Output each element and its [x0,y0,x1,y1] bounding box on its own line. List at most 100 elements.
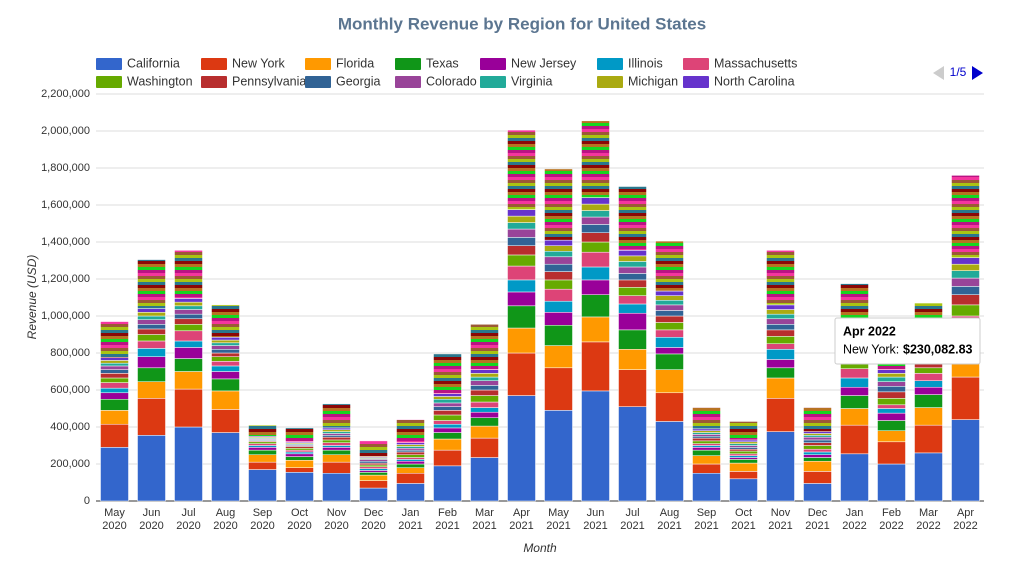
bar-segment [544,263,573,272]
bar-segment [803,433,832,436]
y-tick-label: 2,000,000 [41,125,90,137]
x-tick-label: Apr 2021 [509,507,534,532]
bar-segment [285,456,314,461]
legend-label: Florida [336,56,374,70]
bar-segment [100,410,129,425]
bar-segment [581,241,610,253]
bar-segment [544,168,573,241]
legend-swatch [201,76,227,88]
bar-segment [322,429,351,432]
bar-segment [137,435,166,502]
bar-segment [840,408,869,426]
bar-segment [951,294,980,306]
legend-prev[interactable] [933,66,944,80]
bar-segment [211,432,240,502]
bar-segment [470,395,499,403]
bar-segment [618,329,647,350]
bar-segment [100,360,129,364]
bar-segment [322,431,351,434]
bar-segment [544,271,573,281]
bar-segment [655,295,684,301]
bar-segment [396,451,425,456]
bar-segment [248,441,277,444]
bar-segment [914,407,943,426]
legend-next[interactable] [972,66,983,80]
bar-segment [174,426,203,502]
bar-segment [544,256,573,265]
bar-segment [174,318,203,325]
bar-segment [396,446,425,449]
bar-segment [322,403,351,429]
bar-segment [137,319,166,325]
bar-segment [803,407,832,432]
bar-segment [396,483,425,502]
x-tick-label: Jun 2020 [139,507,164,532]
bar-segment [655,310,684,317]
bar-segment [618,266,647,274]
bar-segment [100,382,129,389]
bar-segment [877,369,906,374]
bar-segment [470,373,499,378]
bar-segment [655,304,684,311]
bar-segment [359,474,388,481]
y-tick-label: 1,400,000 [41,236,90,248]
bar-segment [581,120,610,198]
x-tick-label: Feb 2022 [879,507,904,532]
bar-segment [803,457,832,462]
x-tick-label: May 2020 [102,507,127,532]
bar-segment [174,347,203,359]
bar-segment [581,316,610,343]
bar-segment [877,391,906,399]
bar-segment [914,452,943,502]
bar-segment [840,368,869,379]
bar-segment [396,460,425,465]
x-tick-label: Nov 2021 [768,507,793,532]
bar-segment [433,399,462,404]
bar-segment [581,197,610,205]
bar-segment [507,228,536,238]
bar-segment [655,421,684,502]
bar-segment [248,454,277,463]
bar-segment [840,453,869,502]
legend-label: Washington [127,74,193,88]
bar-segment [248,447,277,451]
bar-segment [470,437,499,458]
bar-segment [359,472,388,476]
bar-segment [211,371,240,380]
bar-segment [174,340,203,348]
bar-segment [544,325,573,346]
bar-segment [618,186,647,251]
x-tick-label: Mar 2022 [916,507,941,532]
bar-segment [877,373,906,378]
legend-swatch [597,58,623,70]
legend-swatch [96,76,122,88]
bar-segment [655,347,684,355]
bar-segment [211,352,240,357]
bar-segment [803,435,832,438]
bar-segment [100,399,129,411]
bar-segment [211,349,240,354]
bar-segment [914,424,943,454]
bar-segment [766,318,795,325]
bar-segment [248,443,277,446]
bar-segment [655,290,684,296]
bar-segment [951,286,980,295]
bar-segment [433,427,462,433]
legend-label: North Carolina [714,74,795,88]
bar-segment [766,349,795,360]
bar-segment [433,449,462,467]
bar-segment [285,449,314,453]
bar-segment [470,401,499,408]
bar-segment [322,433,351,436]
legend-label: New York [232,56,286,70]
bar-segment [322,447,351,451]
bar-segment [877,381,906,387]
bar-segment [692,437,721,442]
bar-segment [581,203,610,211]
bar-segment [581,279,610,295]
bar-segment [803,442,832,446]
y-tick-label: 1,200,000 [41,273,90,285]
bar-segment [137,334,166,342]
legend-label: Texas [426,56,459,70]
bar-segment [211,378,240,392]
